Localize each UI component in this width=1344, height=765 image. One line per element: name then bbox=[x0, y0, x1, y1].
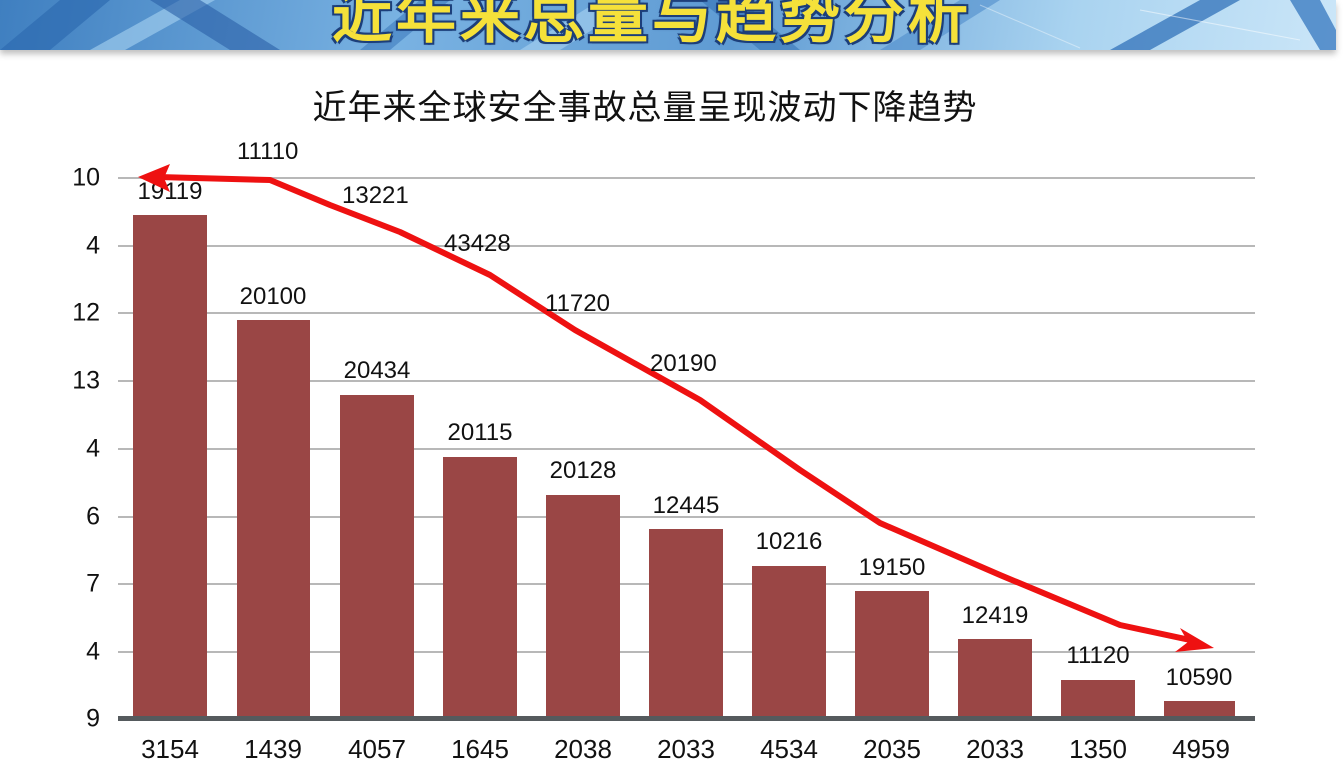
y-tick-label: 4 bbox=[86, 637, 100, 666]
bar-value-label: 19150 bbox=[858, 554, 926, 581]
y-tick-label: 4 bbox=[86, 231, 100, 260]
trend-label: 20190 bbox=[650, 350, 717, 377]
bar bbox=[649, 529, 723, 717]
chart-title: 近年来全球安全事故总量呈现波动下降趋势 bbox=[312, 88, 978, 128]
bar-value-label: 11120 bbox=[1066, 642, 1130, 669]
bar-value-label: 20434 bbox=[343, 357, 411, 384]
bar bbox=[443, 457, 517, 717]
trend-label: 11720 bbox=[545, 290, 610, 317]
bar bbox=[340, 395, 414, 717]
bar bbox=[752, 566, 826, 717]
y-tick-label: 9 bbox=[86, 704, 100, 733]
gridline bbox=[118, 312, 1255, 314]
header-banner: 近年来总量与趋势分析 bbox=[0, 0, 1336, 50]
gridline bbox=[118, 245, 1255, 247]
bar bbox=[237, 320, 310, 717]
y-tick-label: 7 bbox=[86, 569, 100, 598]
gridline bbox=[118, 177, 1255, 179]
bar bbox=[855, 591, 929, 717]
bar-value-label: 12419 bbox=[961, 602, 1029, 629]
bar bbox=[133, 215, 207, 717]
trend-label: 43428 bbox=[444, 230, 511, 257]
y-tick-label: 4 bbox=[86, 434, 100, 463]
trend-label: 13221 bbox=[342, 182, 409, 209]
y-tick-label: 6 bbox=[86, 502, 100, 531]
bar-value-label: 20128 bbox=[549, 457, 617, 484]
bar-value-label: 20100 bbox=[239, 283, 307, 310]
y-tick-label: 13 bbox=[72, 366, 100, 395]
bar-value-label: 12445 bbox=[652, 492, 720, 519]
bar bbox=[1061, 680, 1135, 717]
bar-value-label: 20115 bbox=[447, 419, 513, 446]
bar bbox=[546, 495, 620, 717]
y-tick-label: 12 bbox=[72, 298, 100, 327]
bar-value-label: 19119 bbox=[137, 178, 203, 205]
bar-value-label: 10590 bbox=[1165, 664, 1233, 691]
banner-background-pattern bbox=[0, 0, 1336, 50]
arrowhead-right-icon bbox=[1175, 628, 1214, 652]
bar-value-label: 10216 bbox=[755, 528, 823, 555]
trend-label: 11110 bbox=[237, 138, 299, 165]
bar bbox=[1164, 701, 1235, 717]
bar bbox=[958, 639, 1032, 717]
banner-title: 近年来总量与趋势分析 bbox=[332, 0, 972, 50]
x-axis-baseline bbox=[118, 716, 1255, 721]
y-tick-label: 10 bbox=[72, 163, 100, 192]
